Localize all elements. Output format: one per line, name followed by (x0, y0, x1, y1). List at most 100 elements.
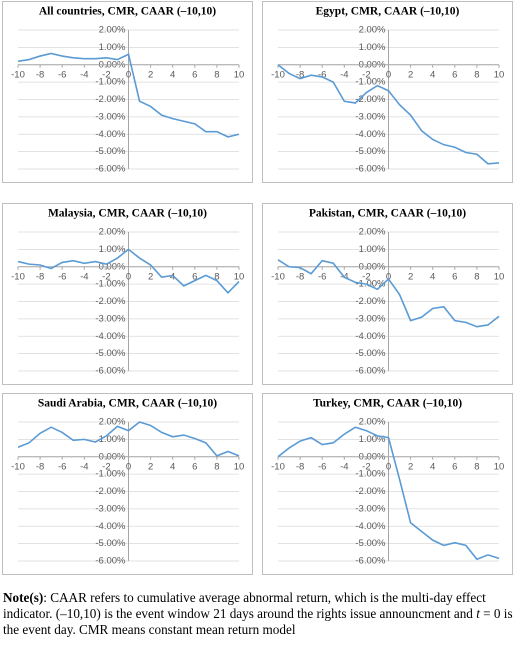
x-tick-label: -10 (11, 69, 25, 80)
chart-title: Saudi Arabia, CMR, CAAR (–10,10) (38, 398, 217, 410)
y-tick-label: 2.00% (99, 417, 126, 428)
x-tick-label: 4 (170, 461, 175, 472)
x-tick-label: -6 (318, 271, 326, 282)
x-tick-label: -8 (296, 461, 304, 472)
x-tick-label: 8 (214, 271, 219, 282)
x-tick-label: -8 (36, 69, 44, 80)
y-tick-label: -4.00% (355, 129, 386, 140)
x-tick-label: -6 (58, 69, 66, 80)
y-tick-label: 2.00% (359, 25, 386, 36)
x-tick-label: -4 (80, 271, 88, 282)
y-tick-label: -3.00% (355, 313, 386, 324)
y-tick-label: -5.00% (95, 146, 126, 157)
y-tick-label: -3.00% (355, 111, 386, 122)
y-tick-label: -4.00% (95, 331, 126, 342)
x-tick-label: 6 (452, 69, 457, 80)
x-tick-label: -8 (36, 271, 44, 282)
y-tick-label: -4.00% (355, 331, 386, 342)
x-tick-label: 2 (148, 69, 153, 80)
panel (262, 203, 513, 385)
chart-title: Egypt, CMR, CAAR (–10,10) (316, 6, 460, 18)
x-tick-label: 0 (386, 461, 391, 472)
y-tick-label: -6.00% (95, 366, 126, 377)
y-tick-label: -6.00% (95, 164, 126, 175)
chart-title: Turkey, CMR, CAAR (–10,10) (313, 398, 462, 410)
x-tick-label: -6 (318, 461, 326, 472)
x-tick-label: 10 (234, 271, 245, 282)
x-tick-label: 4 (430, 69, 435, 80)
y-tick-label: -4.00% (95, 129, 126, 140)
y-tick-label: 2.00% (359, 417, 386, 428)
note: Note(s): CAAR refers to cumulative avera… (3, 590, 515, 638)
x-tick-label: 4 (170, 69, 175, 80)
data-line (277, 426, 500, 561)
y-tick-label: 2.00% (99, 25, 126, 36)
y-tick-label: -6.00% (355, 556, 386, 567)
y-tick-label: -4.00% (95, 521, 126, 532)
y-tick-label: -1.00% (95, 279, 126, 290)
y-tick-label: -1.00% (355, 469, 386, 480)
panel (2, 393, 253, 575)
x-tick-label: -6 (318, 69, 326, 80)
data-line (277, 64, 500, 165)
y-tick-label: -5.00% (355, 146, 386, 157)
note-label: Note(s) (3, 590, 44, 605)
x-tick-label: -4 (340, 69, 348, 80)
y-tick-label: -2.00% (95, 486, 126, 497)
x-tick-label: 0 (386, 271, 391, 282)
chart-title: All countries, CMR, CAAR (–10,10) (39, 6, 216, 18)
x-tick-label: -10 (271, 461, 285, 472)
x-tick-label: -2 (102, 271, 110, 282)
y-tick-label: -1.00% (355, 77, 386, 88)
note-text: = 0 is the event day. CMR means constant… (3, 606, 513, 637)
panel (262, 393, 513, 575)
panel (2, 1, 253, 183)
x-tick-label: -2 (362, 461, 370, 472)
x-tick-label: 8 (474, 271, 479, 282)
chart-title: Pakistan, CMR, CAAR (–10,10) (309, 208, 466, 220)
x-tick-label: 10 (494, 271, 505, 282)
y-tick-label: -5.00% (355, 348, 386, 359)
y-tick-label: -2.00% (355, 94, 386, 105)
y-tick-label: -6.00% (355, 164, 386, 175)
y-tick-label: 1.00% (99, 42, 126, 53)
x-tick-label: 4 (430, 461, 435, 472)
x-tick-label: 2 (408, 461, 413, 472)
x-tick-label: -8 (36, 461, 44, 472)
figure: All countries, CMR, CAAR (–10,10) 2.00% 1.… (2, 1, 513, 575)
y-tick-label: 1.00% (99, 244, 126, 255)
y-tick-label: -3.00% (95, 503, 126, 514)
x-tick-label: -4 (80, 69, 88, 80)
x-tick-label: -6 (58, 461, 66, 472)
panel (262, 1, 513, 183)
x-tick-label: 0 (126, 461, 131, 472)
x-tick-label: -2 (362, 69, 370, 80)
y-tick-label: -2.00% (95, 94, 126, 105)
x-tick-label: 8 (214, 461, 219, 472)
y-tick-label: -3.00% (95, 313, 126, 324)
x-tick-label: 2 (148, 271, 153, 282)
y-tick-label: 1.00% (359, 434, 386, 445)
y-tick-label: 2.00% (359, 227, 386, 238)
y-tick-label: -6.00% (355, 366, 386, 377)
y-tick-label: -1.00% (95, 77, 126, 88)
x-tick-label: -10 (271, 69, 285, 80)
x-tick-label: 10 (494, 461, 505, 472)
x-tick-label: 8 (474, 461, 479, 472)
y-tick-label: -2.00% (95, 296, 126, 307)
data-line (17, 52, 240, 138)
y-tick-label: 2.00% (99, 227, 126, 238)
x-tick-label: 10 (494, 69, 505, 80)
y-tick-label: -5.00% (95, 538, 126, 549)
x-tick-label: -8 (296, 271, 304, 282)
x-tick-label: 6 (452, 461, 457, 472)
y-tick-label: -5.00% (355, 538, 386, 549)
y-tick-label: 1.00% (99, 434, 126, 445)
x-tick-label: -6 (58, 271, 66, 282)
y-tick-label: -1.00% (95, 469, 126, 480)
x-tick-label: -2 (102, 69, 110, 80)
x-tick-label: 6 (192, 69, 197, 80)
y-tick-label: -3.00% (355, 503, 386, 514)
x-tick-label: 10 (234, 69, 245, 80)
